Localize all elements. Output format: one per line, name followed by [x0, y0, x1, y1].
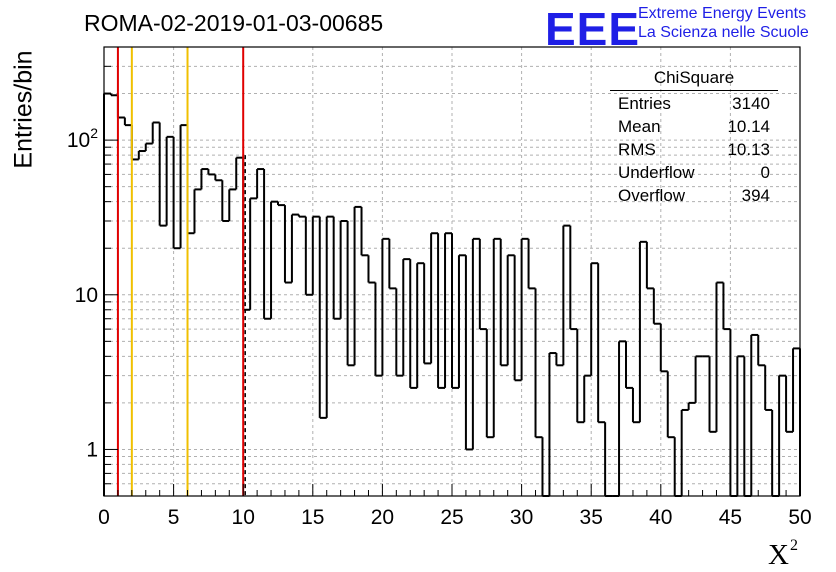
y-tick-label: 10: [75, 284, 98, 307]
stats-box: ChiSquare Entries 3140 Mean 10.14 RMS 10.13…: [610, 66, 778, 207]
x-tick-label: 25: [440, 506, 463, 529]
brand-line-1: Extreme Energy Events: [638, 5, 807, 22]
x-tick-label: 40: [649, 506, 672, 529]
stats-label: Overflow: [618, 186, 686, 205]
x-tick-label: 10: [232, 506, 255, 529]
stats-row-underflow: Underflow 0: [610, 161, 778, 184]
x-tick-label: 20: [371, 506, 394, 529]
x-tick-label: 0: [98, 506, 110, 529]
eee-logo: EEE: [545, 3, 641, 55]
stats-value: 3140: [732, 94, 770, 113]
x-tick-label: 45: [719, 506, 742, 529]
x-tick-label: 50: [788, 506, 811, 529]
stats-box-divider: [610, 90, 778, 91]
stats-value: 0: [760, 163, 770, 182]
y-axis-ticks: 1 10 102: [67, 46, 118, 497]
stats-row-entries: Entries 3140: [610, 92, 778, 115]
stats-value: 10.13: [727, 140, 770, 159]
y-axis-label: Entries/bin: [9, 50, 38, 169]
stats-label: Mean: [618, 117, 661, 136]
stats-label: Underflow: [618, 163, 695, 182]
stats-row-mean: Mean 10.14: [610, 115, 778, 138]
stats-row-rms: RMS 10.13: [610, 138, 778, 161]
stats-row-overflow: Overflow 394: [610, 184, 778, 207]
chart-title: ROMA-02-2019-01-03-00685: [84, 10, 384, 36]
stats-label: Entries: [618, 94, 671, 113]
stats-box-title: ChiSquare: [653, 68, 735, 87]
x-tick-label: 30: [510, 506, 533, 529]
x-tick-label: 5: [168, 506, 180, 529]
stats-label: RMS: [618, 140, 656, 159]
x-axis-ticks: 0 5 10 15 20 25 30 35 40 45 50: [98, 484, 812, 529]
x-tick-label: 15: [301, 506, 324, 529]
stats-value: 394: [741, 186, 770, 205]
x-axis-label: X2: [768, 537, 798, 571]
threshold-lines: [116, 47, 246, 496]
y-tick-label: 1: [86, 438, 98, 461]
y-tick-label: 102: [67, 125, 98, 152]
stats-value: 10.14: [727, 117, 770, 136]
x-tick-label: 35: [580, 506, 603, 529]
brand-line-2: La Scienza nelle Scuole: [638, 24, 809, 41]
